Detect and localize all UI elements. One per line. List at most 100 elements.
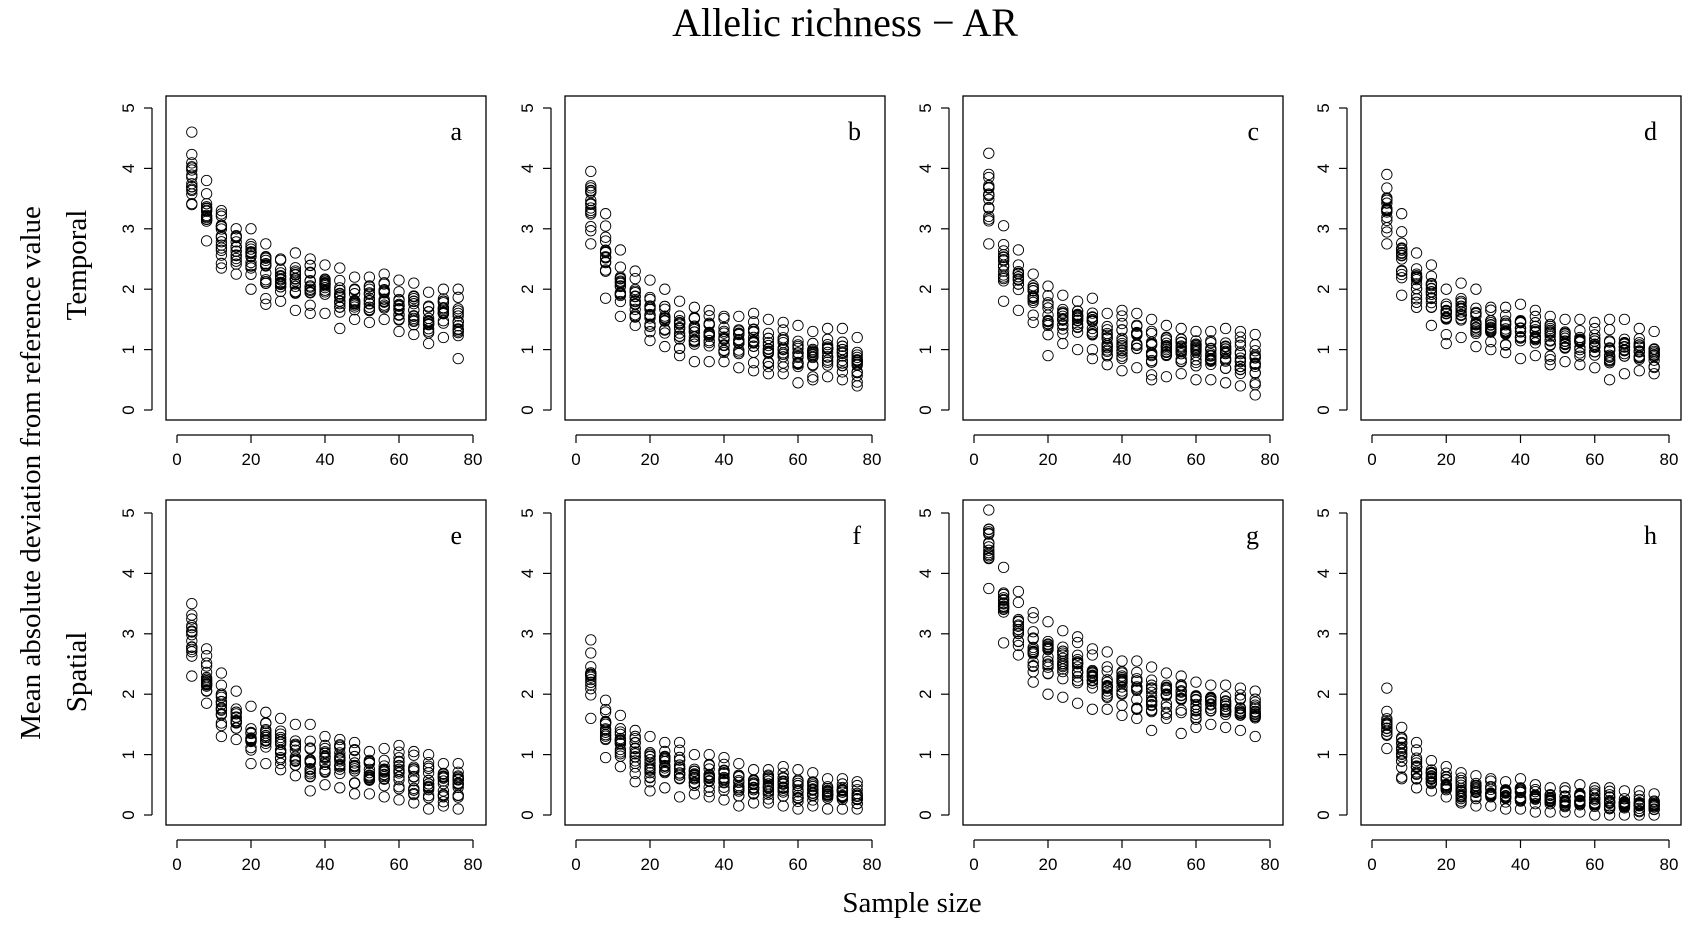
- data-point: [408, 328, 420, 341]
- data-point: [1381, 717, 1393, 729]
- data-point: [762, 769, 775, 781]
- data-point: [983, 179, 995, 192]
- data-point: [997, 606, 1010, 618]
- data-point: [673, 751, 686, 764]
- data-point: [408, 763, 420, 775]
- x-axis-label: Sample size: [842, 887, 981, 919]
- data-point: [673, 310, 686, 322]
- data-point: [1219, 696, 1232, 708]
- data-point: [688, 776, 701, 789]
- data-point: [983, 550, 995, 562]
- data-point: [792, 789, 804, 802]
- data-point: [1086, 315, 1099, 327]
- data-point: [1425, 283, 1438, 295]
- data-point: [1160, 340, 1173, 353]
- data-point: [289, 247, 302, 259]
- data-point: [1485, 773, 1497, 785]
- data-point: [1160, 706, 1173, 719]
- data-point: [1219, 362, 1232, 374]
- data-point: [1219, 721, 1232, 734]
- data-point: [792, 764, 804, 776]
- data-point: [1071, 677, 1084, 689]
- data-point: [747, 331, 760, 344]
- data-point: [1057, 641, 1069, 653]
- data-point: [260, 741, 272, 753]
- panel-d: 0 1 2 3 4 5 0 20 40 60 80 d: [1314, 95, 1682, 469]
- data-point: [599, 706, 612, 718]
- data-point: [1425, 773, 1438, 785]
- data-point: [807, 345, 819, 357]
- data-point: [186, 161, 198, 173]
- data-point: [422, 301, 435, 313]
- panel-frame: [1360, 95, 1682, 421]
- y-tick-label: 5: [916, 508, 935, 517]
- data-point: [1396, 761, 1408, 774]
- data-point: [348, 313, 361, 326]
- x-tick-label: 60: [390, 855, 409, 874]
- data-point: [1205, 374, 1217, 386]
- data-point: [1633, 802, 1645, 815]
- data-point: [1425, 785, 1438, 797]
- data-point: [599, 292, 612, 304]
- data-point: [599, 751, 612, 764]
- data-point: [629, 757, 641, 770]
- data-point: [304, 770, 316, 782]
- data-point: [762, 786, 775, 798]
- data-point: [1425, 286, 1438, 298]
- data-point: [363, 769, 376, 781]
- data-point: [186, 126, 198, 138]
- data-point: [821, 356, 834, 368]
- data-point: [304, 763, 316, 775]
- data-point: [1116, 670, 1128, 682]
- data-point: [230, 223, 242, 235]
- data-point: [1381, 168, 1393, 181]
- data-point: [1027, 612, 1039, 624]
- data-point: [733, 337, 745, 349]
- data-point: [393, 295, 405, 307]
- data-point: [1455, 277, 1467, 289]
- data-point: [1440, 308, 1452, 320]
- data-point: [422, 778, 435, 790]
- data-point: [1145, 699, 1158, 712]
- data-point: [378, 791, 390, 803]
- data-point: [215, 717, 228, 729]
- data-point: [1529, 806, 1542, 818]
- data-point: [1485, 336, 1497, 348]
- data-point: [348, 304, 361, 316]
- data-point: [363, 288, 376, 300]
- data-point: [1190, 690, 1202, 703]
- data-point: [452, 325, 464, 337]
- data-point: [1589, 340, 1601, 352]
- data-point: [186, 619, 198, 632]
- data-point: [200, 684, 213, 697]
- y-tick-label: 3: [916, 629, 935, 638]
- y-tick-label: 4: [119, 569, 138, 578]
- data-point: [1603, 323, 1616, 336]
- data-point: [747, 365, 760, 377]
- data-point: [614, 743, 627, 756]
- data-point: [304, 266, 316, 278]
- data-point: [363, 754, 376, 767]
- data-point: [762, 327, 775, 340]
- data-point: [983, 147, 995, 159]
- data-point: [1131, 675, 1143, 687]
- data-point: [1618, 313, 1631, 326]
- data-point: [1071, 657, 1084, 670]
- data-point: [718, 764, 730, 776]
- x-tick-label: 40: [316, 855, 335, 874]
- data-point: [437, 307, 450, 319]
- data-point: [851, 351, 863, 364]
- data-point: [1027, 656, 1039, 668]
- data-point: [659, 752, 671, 764]
- y-tick-label: 3: [518, 224, 537, 233]
- data-point: [807, 351, 819, 364]
- data-point: [1470, 800, 1482, 812]
- data-point: [393, 752, 405, 764]
- data-point: [1205, 335, 1217, 347]
- data-point: [1455, 292, 1467, 305]
- data-point: [1249, 345, 1261, 357]
- panel-letter: h: [1644, 521, 1657, 550]
- data-point: [1618, 368, 1631, 380]
- data-point: [452, 303, 464, 315]
